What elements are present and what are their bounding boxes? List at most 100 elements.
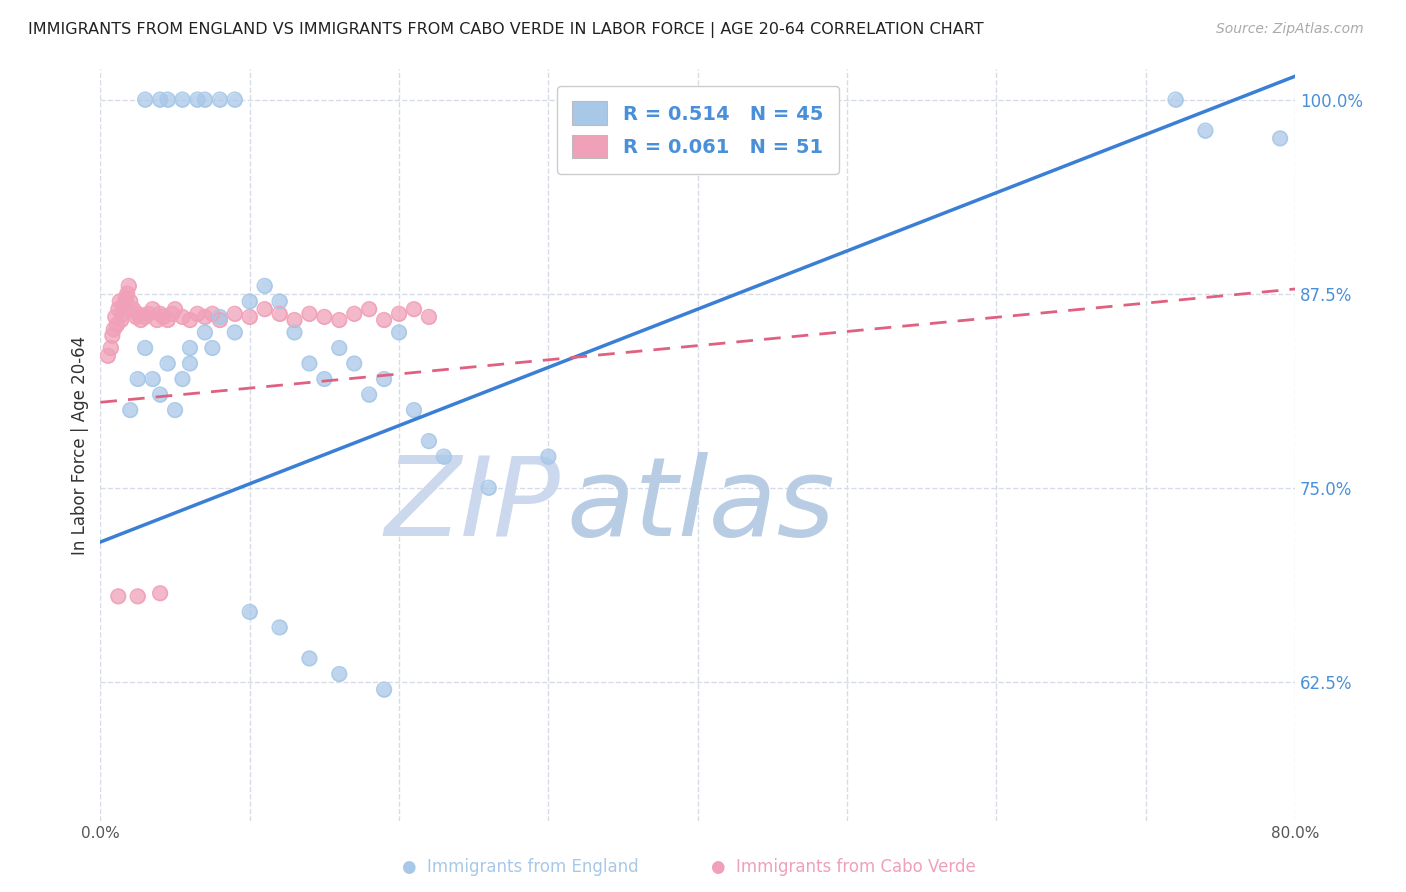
Point <box>239 294 262 309</box>
Point <box>172 93 194 107</box>
Point <box>142 372 165 386</box>
Point <box>328 341 350 355</box>
Point <box>120 403 142 417</box>
Point <box>253 302 276 317</box>
Point <box>120 294 142 309</box>
Point <box>224 307 246 321</box>
Point <box>104 310 127 324</box>
Point <box>179 356 201 370</box>
Point <box>134 310 156 324</box>
Point <box>186 307 208 321</box>
Point <box>149 93 172 107</box>
Point <box>298 651 321 665</box>
Point <box>201 307 224 321</box>
Point <box>1164 93 1187 107</box>
Point <box>179 356 201 370</box>
Point <box>418 434 440 449</box>
Point <box>359 302 381 317</box>
Point <box>122 302 145 317</box>
Point <box>433 450 456 464</box>
Point <box>283 326 305 340</box>
Point <box>127 372 149 386</box>
Point <box>239 310 262 324</box>
Point <box>201 307 224 321</box>
Point <box>537 450 560 464</box>
Point <box>314 310 336 324</box>
Point <box>328 667 350 681</box>
Point <box>142 302 165 317</box>
Point <box>172 310 194 324</box>
Point <box>104 310 127 324</box>
Point <box>156 313 179 327</box>
Point <box>208 93 231 107</box>
Point <box>127 307 149 321</box>
Point <box>110 313 132 327</box>
Point <box>172 372 194 386</box>
Point <box>134 93 156 107</box>
Point <box>402 403 425 417</box>
Point <box>149 586 172 600</box>
Point <box>418 434 440 449</box>
Point <box>134 310 156 324</box>
Point <box>1194 123 1216 137</box>
Point <box>186 93 208 107</box>
Point <box>208 313 231 327</box>
Point <box>156 313 179 327</box>
Point <box>134 341 156 355</box>
Point <box>201 341 224 355</box>
Point <box>253 302 276 317</box>
Text: ●  Immigrants from Cabo Verde: ● Immigrants from Cabo Verde <box>711 858 976 876</box>
Point <box>129 313 152 327</box>
Point <box>134 341 156 355</box>
Point <box>298 307 321 321</box>
Point <box>149 387 172 401</box>
Point <box>163 403 186 417</box>
Point <box>118 278 141 293</box>
Point <box>179 313 201 327</box>
Point <box>108 294 131 309</box>
Point <box>328 341 350 355</box>
Point <box>343 307 366 321</box>
Point <box>186 93 208 107</box>
Point <box>103 322 125 336</box>
Point <box>194 310 217 324</box>
Point <box>163 302 186 317</box>
Point <box>105 318 128 332</box>
Point <box>388 307 411 321</box>
Point <box>103 322 125 336</box>
Point <box>127 590 149 604</box>
Point <box>156 93 179 107</box>
Point <box>269 620 291 634</box>
Point <box>114 291 136 305</box>
Point <box>208 93 231 107</box>
Point <box>388 326 411 340</box>
Point <box>298 356 321 370</box>
Point <box>433 450 456 464</box>
Text: ZIP: ZIP <box>384 451 561 558</box>
Point <box>110 313 132 327</box>
Point <box>100 341 122 355</box>
Point <box>152 310 174 324</box>
Point <box>127 307 149 321</box>
Point <box>418 310 440 324</box>
Point <box>388 307 411 321</box>
Point <box>201 341 224 355</box>
Point <box>179 313 201 327</box>
Point <box>146 313 169 327</box>
Point <box>314 310 336 324</box>
Point <box>149 307 172 321</box>
Point <box>283 313 305 327</box>
Point <box>118 278 141 293</box>
Point <box>156 93 179 107</box>
Point <box>172 310 194 324</box>
Point <box>253 278 276 293</box>
Point <box>134 93 156 107</box>
Point <box>136 307 159 321</box>
Point <box>112 297 135 311</box>
Point <box>283 326 305 340</box>
Point <box>373 682 395 697</box>
Point <box>239 605 262 619</box>
Point <box>298 307 321 321</box>
Point <box>186 307 208 321</box>
Point <box>224 326 246 340</box>
